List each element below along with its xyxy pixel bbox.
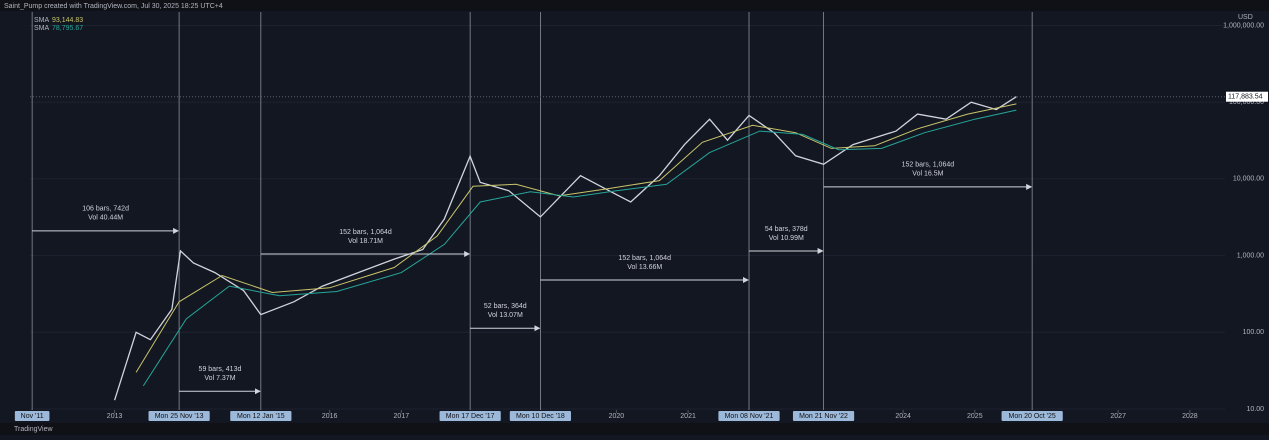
y-tick-label: 10,000.00 — [1233, 176, 1264, 183]
marker-label: Mon 20 Oct '25 — [1009, 413, 1056, 420]
price-line — [113, 96, 1017, 401]
plot: 10.00 100.00 1,000.00 10,000.00 100,000.00 1,… — [14, 12, 1268, 421]
marker-label-box — [14, 411, 50, 421]
x-tick-label: 2024 — [895, 413, 911, 420]
legend-name: SMA — [34, 17, 50, 24]
x-tick-label: 2027 — [1110, 413, 1126, 420]
measure-vol: Vol 10.99M — [769, 235, 804, 242]
marker-label: Mon 17 Dec '17 — [446, 413, 495, 420]
measure-vol: Vol 13.07M — [488, 312, 523, 319]
legend-name: SMA — [34, 25, 50, 32]
y-tick-label: 100.00 — [1243, 329, 1265, 336]
measure-bars: 54 bars, 378d — [765, 226, 808, 233]
x-tick-label: 2016 — [322, 413, 338, 420]
price-axis — [1225, 11, 1269, 411]
y-tick-label: 1,000.00 — [1237, 252, 1264, 259]
y-tick-label: 1,000,000.00 — [1223, 22, 1264, 29]
measure-bars: 152 bars, 1,064d — [339, 229, 392, 236]
footer: TradingView — [14, 426, 53, 433]
marker-label-box — [148, 411, 210, 421]
measure-vol: Vol 16.5M — [912, 171, 943, 178]
x-tick-label: 2020 — [609, 413, 625, 420]
sma-line — [135, 103, 1017, 373]
x-tick-label: 2021 — [680, 413, 696, 420]
marker-label-box — [509, 411, 572, 421]
x-tick-label: 2013 — [107, 413, 123, 420]
x-tick-label: 2028 — [1182, 413, 1198, 420]
y-tick-label: 100,000.00 — [1229, 99, 1264, 106]
measure-vol: Vol 7.37M — [204, 375, 235, 382]
marker-label-box — [718, 411, 780, 421]
last-price-label: 117,883.54 — [1228, 94, 1263, 101]
x-tick-label: 2025 — [967, 413, 983, 420]
measure-bars: 59 bars, 413d — [199, 366, 242, 373]
measure-bars: 52 bars, 364d — [484, 303, 527, 310]
last-price-box — [1226, 91, 1268, 102]
marker-label-box — [230, 411, 292, 421]
measure-bars: 152 bars, 1,064d — [902, 162, 955, 169]
marker-label-box — [439, 411, 501, 421]
marker-label: Mon 10 Dec '18 — [516, 413, 565, 420]
x-tick-label: 2017 — [394, 413, 410, 420]
marker-label: Mon 25 Nov '13 — [155, 413, 204, 420]
marker-label: Nov '11 — [21, 413, 44, 420]
measure-bars: 106 bars, 742d — [82, 206, 129, 213]
measure-vol: Vol 40.44M — [88, 215, 123, 222]
measure-bars: 152 bars, 1,064d — [618, 255, 671, 262]
y-tick-label: 10.00 — [1246, 406, 1264, 413]
marker-label: Mon 08 Nov '21 — [725, 413, 774, 420]
marker-label-box — [792, 411, 855, 421]
legend-value: 78,795.67 — [52, 25, 83, 32]
sma-line — [142, 109, 1017, 387]
header: Saint_Pump created with TradingView.com,… — [4, 3, 223, 10]
measure-vol: Vol 13.66M — [627, 264, 662, 271]
measure-vol: Vol 18.71M — [348, 238, 383, 245]
header-bar — [0, 0, 1269, 11]
marker-label-box — [1001, 411, 1063, 421]
currency: USD — [1238, 14, 1253, 21]
marker-label: Mon 12 Jan '15 — [237, 413, 285, 420]
legend-value: 93,144.83 — [52, 17, 83, 24]
marker-label: Mon 21 Nov '22 — [799, 413, 848, 420]
footer-bar — [0, 423, 1269, 435]
